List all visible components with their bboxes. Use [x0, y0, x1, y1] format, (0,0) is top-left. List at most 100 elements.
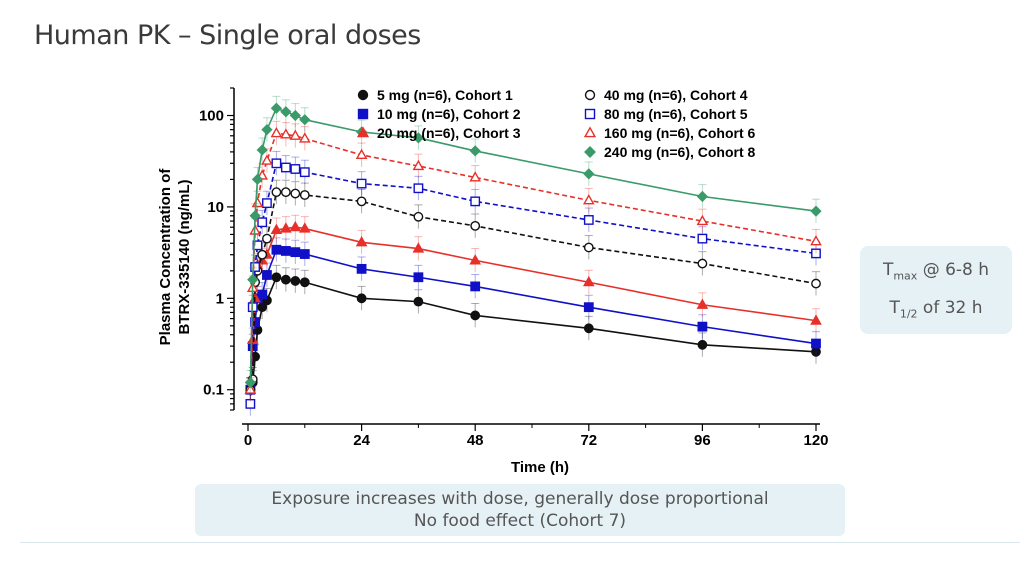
series-7-point [244, 376, 256, 389]
series-6-point [355, 148, 368, 160]
series-1-point [413, 296, 424, 307]
series-5-point [697, 233, 708, 244]
series-7-point [261, 124, 273, 136]
series-4-point [290, 188, 301, 199]
series-7-point [251, 173, 264, 186]
series-2-point [583, 302, 594, 313]
series-5-point [257, 217, 268, 228]
series-6-point [412, 159, 425, 171]
series-6-point [810, 235, 822, 246]
x-tick-label: 0 [244, 432, 252, 449]
summary-line-2: No food effect (Cohort 7) [413, 511, 627, 531]
series-3-point [582, 275, 595, 287]
series-1-point [290, 276, 301, 286]
series-2-point [257, 289, 268, 300]
x-tick-label: 96 [694, 432, 711, 449]
series-2-point [299, 249, 310, 259]
legend-marker-6 [583, 126, 597, 138]
legend-marker-4 [584, 89, 596, 101]
series-5-point [583, 215, 594, 225]
series-3-point [298, 222, 311, 233]
series-5-point [280, 162, 291, 173]
legend-label-3: 20 mg (n=6), Cohort 3 [377, 125, 521, 141]
series-4-point [262, 233, 272, 244]
series-6-point [261, 154, 273, 165]
legend-marker-5 [584, 108, 596, 120]
series-7-point [256, 144, 268, 156]
series-5-point [356, 178, 367, 189]
slide-title: Human PK – Single oral doses [34, 20, 421, 51]
series-5-point [271, 158, 282, 169]
series-7-point [469, 145, 481, 157]
series-5-point [811, 248, 821, 259]
summary-callout: Exposure increases with dose, generally … [195, 484, 845, 536]
series-6-point [582, 194, 595, 205]
y-axis-title: BTRX-335140 (ng/mL) [176, 179, 193, 334]
y-tick-label: 100 [199, 108, 224, 125]
series-3-point [289, 220, 302, 232]
series-5-point [470, 196, 481, 207]
legend-label-4: 40 mg (n=6), Cohort 4 [604, 87, 748, 103]
series-2-point [413, 272, 424, 283]
series-4-point [470, 220, 481, 231]
series-2-point [271, 244, 282, 255]
x-tick-label: 72 [580, 432, 597, 449]
legend-label-1: 5 mg (n=6), Cohort 1 [377, 87, 513, 103]
y-tick-label: 10 [207, 199, 224, 216]
series-3-point [810, 314, 822, 325]
series-6-point [244, 383, 257, 394]
series-1-point [583, 323, 594, 334]
series-7-point [270, 102, 283, 114]
series-4-point [413, 211, 424, 222]
series-5-point [245, 398, 256, 409]
legend-label-5: 80 mg (n=6), Cohort 5 [604, 106, 748, 122]
series-3-point [355, 236, 368, 247]
series-4-point [280, 187, 291, 198]
series-1-point [299, 277, 310, 288]
series-3-point [469, 254, 482, 265]
series-4-point [271, 187, 282, 198]
series-5-point [413, 183, 424, 194]
series-4-line [249, 191, 817, 390]
legend-marker-7 [584, 146, 596, 158]
series-6-point [696, 214, 709, 226]
series-1-line [249, 276, 817, 390]
tmax-text: Tmax @ 6-8 h [882, 260, 990, 283]
series-3-point [696, 298, 709, 309]
series-7-point [280, 106, 292, 118]
legend-label-2: 10 mg (n=6), Cohort 2 [377, 106, 521, 122]
series-1-point [697, 339, 708, 350]
series-2-point [697, 321, 708, 332]
y-tick-label: 0.1 [203, 382, 224, 399]
series-7-point [412, 132, 425, 144]
series-2-point [250, 317, 260, 327]
series-5-point [299, 167, 310, 178]
series-4-point [811, 278, 821, 289]
series-5-point [290, 164, 301, 174]
series-6-point [298, 132, 311, 143]
series-1-point [470, 310, 481, 321]
series-1-point [280, 274, 291, 285]
series-1-point [356, 293, 367, 304]
series-3-point [280, 222, 292, 233]
thalf-text: T1/2 of 32 h [889, 298, 983, 321]
series-6-point [469, 171, 482, 182]
series-1-point [271, 272, 282, 283]
series-2-point [290, 247, 301, 258]
series-3-line [249, 226, 817, 390]
series-6-point [280, 128, 292, 139]
legend-label-7: 240 mg (n=6), Cohort 8 [604, 144, 756, 160]
series-7-point [247, 274, 259, 286]
x-tick-label: 24 [353, 432, 370, 449]
series-4-point [697, 258, 708, 269]
series-5-point [250, 262, 260, 272]
series-7-line [249, 107, 817, 383]
series-7-point [583, 168, 595, 180]
legend-label-6: 160 mg (n=6), Cohort 6 [604, 125, 756, 141]
series-2-point [811, 338, 821, 349]
series-6-point [289, 129, 302, 140]
legend-marker-2 [357, 108, 369, 120]
y-axis-title: Plasma Concentration of [157, 168, 174, 346]
x-tick-label: 120 [803, 432, 828, 449]
series-2-point [470, 281, 481, 292]
